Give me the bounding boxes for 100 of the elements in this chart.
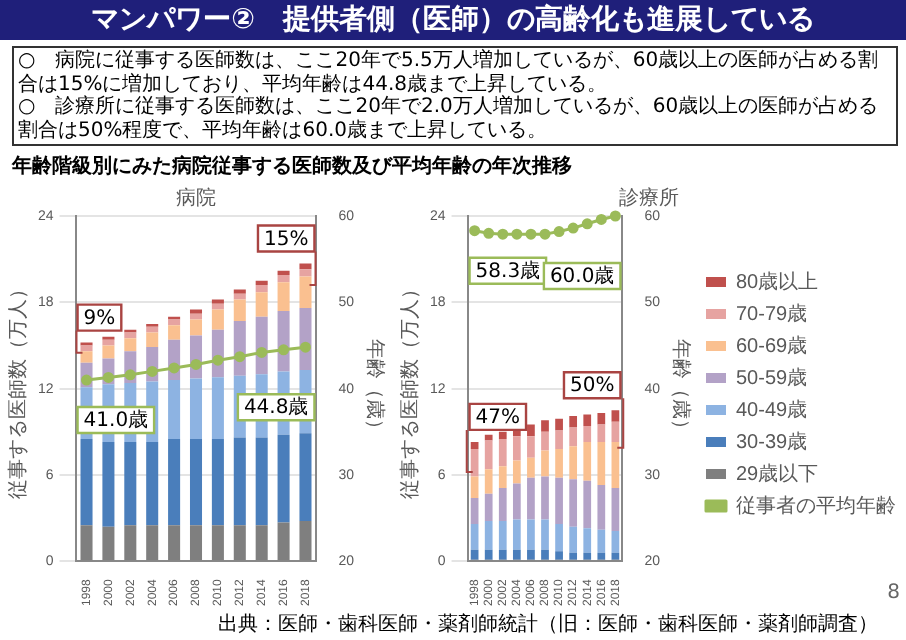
point (146, 365, 158, 377)
point (124, 369, 136, 381)
point (567, 222, 579, 234)
point (256, 346, 268, 358)
bar (611, 421, 620, 442)
bar (611, 531, 620, 553)
legend-label: 60-69歳 (736, 333, 808, 358)
bar (255, 437, 268, 526)
bar (555, 477, 563, 524)
bar (555, 449, 563, 478)
bar (299, 276, 312, 309)
point (168, 362, 180, 374)
bar (277, 282, 290, 311)
bar (512, 483, 521, 520)
point (469, 225, 481, 237)
bar (498, 431, 507, 440)
bar (233, 437, 246, 526)
bar (498, 466, 507, 488)
point (595, 213, 607, 225)
bar (541, 549, 549, 560)
y2-axis-title: 年齢（歳） (362, 338, 387, 439)
bar (146, 326, 159, 333)
bar (597, 529, 606, 553)
bar (80, 345, 93, 352)
bar (569, 446, 578, 480)
bar (277, 274, 290, 283)
point (497, 228, 509, 240)
bar (484, 440, 493, 470)
bar (168, 325, 181, 340)
data-label: 44.8歳 (243, 395, 309, 420)
bar (527, 519, 535, 550)
data-label: 58.3歳 (475, 258, 541, 283)
point (511, 228, 523, 240)
point (553, 226, 565, 238)
annotation: 15% (263, 228, 309, 251)
bar (583, 552, 592, 560)
text: ○ 病院に従事する医師数は、ここ20年で5.5万人増加しているが、60歳以上の医師が占める割合は15%に増加しており、平均年齢は44.8歳まで上昇している。 (18, 50, 881, 95)
bar (211, 439, 224, 526)
text: 年齢階級別にみた病院従事する医師数及び平均年齢の年次推移 (12, 153, 572, 180)
point (609, 210, 621, 222)
bar (569, 526, 578, 553)
bar (597, 424, 606, 442)
bar (102, 441, 115, 527)
bar (80, 439, 93, 526)
bar (146, 441, 159, 526)
bar (80, 351, 93, 363)
bar (541, 431, 549, 451)
bar (498, 439, 507, 467)
point (212, 354, 224, 366)
bar (583, 441, 592, 481)
text: ○ 診療所に従事する医師数は、ここ20年で2.0万人増加しているが、60歳以上の医師が占める割合は50%程度で、平均年齢は60.0歳まで上昇している。 (18, 96, 881, 142)
text: 8 (887, 582, 900, 604)
legend-label: 29歳以下 (736, 461, 819, 486)
legend-label: 80歳以上 (736, 269, 819, 294)
bar (189, 439, 203, 526)
data-label: 60.0歳 (549, 264, 615, 289)
text: マンパワー② 提供者側（医師）の高齢化も進展している (0, 0, 906, 40)
bar (102, 345, 115, 359)
bar (597, 552, 606, 560)
bar (124, 441, 137, 526)
bar (498, 521, 507, 550)
legend-label: 40-49歳 (736, 397, 808, 422)
bar (527, 457, 535, 478)
bar (124, 338, 137, 352)
bar (470, 476, 479, 498)
point (190, 358, 202, 370)
bar (541, 450, 549, 477)
bar (512, 519, 521, 550)
bar (299, 263, 312, 270)
point (539, 228, 551, 240)
bar (527, 436, 535, 458)
bar (233, 299, 246, 322)
bar (555, 523, 563, 552)
bar (189, 313, 203, 320)
annotation: 9% (83, 307, 116, 330)
point (278, 344, 290, 356)
bar (484, 521, 493, 550)
bar (512, 460, 521, 484)
bar (569, 552, 578, 560)
bar (555, 430, 563, 450)
legend-label: 50-59歳 (736, 365, 808, 390)
point (299, 341, 311, 353)
bar (168, 380, 181, 440)
bar (189, 319, 203, 336)
bar (484, 493, 493, 522)
bar (597, 485, 606, 530)
bar (512, 549, 521, 560)
bar (541, 476, 549, 520)
bar (583, 480, 592, 529)
bar (541, 420, 549, 432)
bar (527, 549, 535, 560)
bar (597, 413, 606, 425)
point (483, 227, 495, 239)
bar (484, 469, 493, 494)
bar (569, 415, 578, 428)
bar (484, 549, 493, 560)
bar (470, 523, 479, 550)
bar (541, 519, 549, 550)
bar (277, 434, 290, 523)
bar (597, 441, 606, 486)
